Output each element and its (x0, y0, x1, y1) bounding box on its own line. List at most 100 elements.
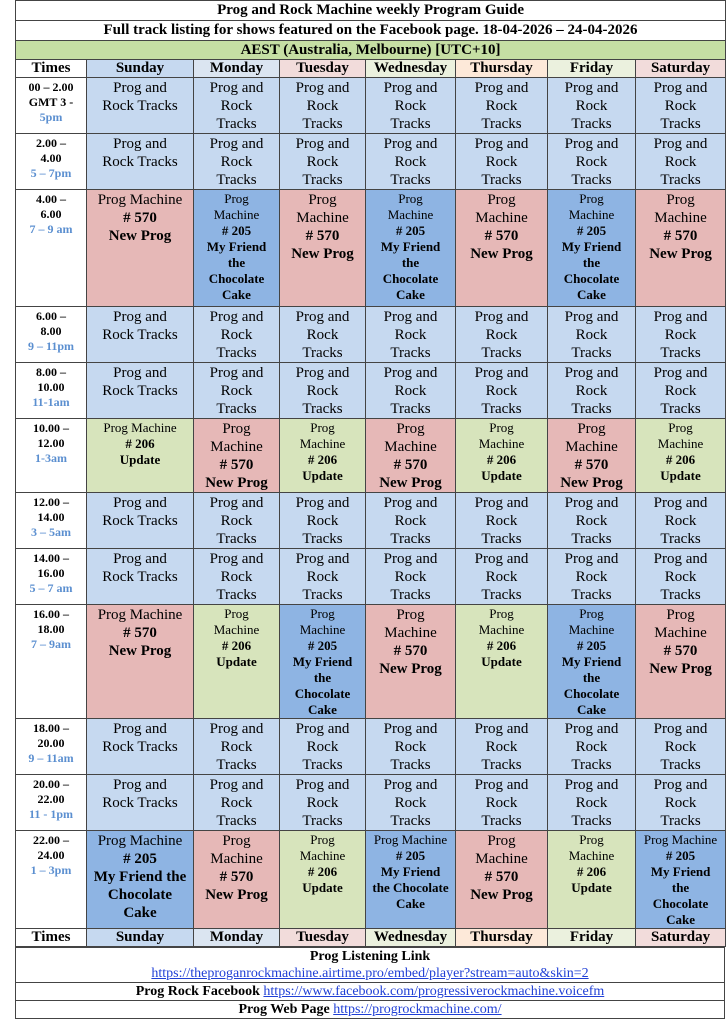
show-text-line: New Prog (205, 887, 268, 903)
show-text-line: Prog and (564, 551, 619, 567)
show-text-line: Tracks (216, 813, 257, 829)
show-text-line: Cake (308, 702, 337, 717)
show-text-line: Rock (306, 154, 339, 170)
show-text-line: Tracks (660, 813, 701, 829)
day-header-saturday: Saturday (634, 928, 726, 947)
show-text-line: Prog and (383, 80, 438, 96)
show-text-line: Rock (664, 327, 697, 343)
show-text-line: Chocolate (208, 271, 265, 286)
show-text-line: Rock (485, 569, 518, 585)
show-text-line: Prog (222, 833, 251, 849)
show-cell-wednesday: Prog Machine # 570 New Prog (365, 604, 456, 719)
show-text-line: # 570 (484, 228, 519, 244)
show-text-line: Machine (384, 439, 437, 455)
show-text-line: Prog and (113, 80, 167, 96)
time-slot-row: 00 – 2.00 GMT 3 -5pm Prog and Rock Tracks Pr… (15, 77, 726, 134)
show-text-line: Prog and (295, 495, 350, 511)
show-cell-wednesday: Prog and Rock Tracks (365, 492, 456, 549)
day-header-sunday: Sunday (86, 59, 194, 78)
show-text-line: Rock (485, 513, 518, 529)
show-text-line: Prog Machine (103, 420, 177, 435)
time-slot-label: 22.00 –24.00 1 – 3pm (15, 830, 87, 929)
show-text-line: Prog (668, 420, 693, 435)
show-text-line: Tracks (571, 587, 612, 603)
aest-time: 8.00 – (36, 365, 66, 379)
show-cell-friday: Prog and Rock Tracks (547, 77, 636, 134)
show-text-line: New Prog (205, 475, 268, 491)
web-link[interactable]: https://progrockmachine.com/ (333, 1002, 502, 1017)
show-text-line: Tracks (481, 172, 522, 188)
listening-link-label: Prog Listening Link (309, 949, 431, 964)
show-text-line: Tracks (216, 531, 257, 547)
aest-time: 2.00 – (36, 136, 66, 150)
show-text-line: Rock Tracks (102, 383, 178, 399)
aest-time: 6.00 – (36, 309, 66, 323)
show-text-line: Prog and (383, 777, 438, 793)
show-text-line: Prog (222, 421, 251, 437)
show-text-line: My Friend (292, 654, 353, 669)
show-text-line: Chocolate (294, 686, 351, 701)
show-cell-thursday: Prog and Rock Tracks (455, 77, 548, 134)
show-text-line: # 570 (484, 869, 519, 885)
show-text-line: Machine (478, 436, 525, 451)
show-cell-tuesday: Prog Machine # 206 Update (279, 830, 366, 929)
show-text-line: Rock (485, 795, 518, 811)
show-text-line: Tracks (571, 813, 612, 829)
show-text-line: Rock (394, 569, 427, 585)
show-cell-tuesday: Prog and Rock Tracks (279, 548, 366, 605)
show-text-line: Tracks (302, 813, 343, 829)
facebook-link[interactable]: https://www.facebook.com/progressiverock… (263, 984, 605, 999)
show-text-line: Machine (475, 210, 528, 226)
show-text-line: My Friend the (93, 869, 187, 885)
show-text-line: Tracks (302, 401, 343, 417)
show-text-line: Prog and (564, 721, 619, 737)
show-text-line: Machine (299, 848, 346, 863)
show-text-line: Prog and (209, 777, 264, 793)
show-text-line: the (401, 255, 420, 270)
show-text-line: Tracks (302, 757, 343, 773)
day-footer-row: Times Sunday Monday Tuesday Wednesday Thursda… (15, 928, 726, 947)
show-cell-monday: Prog and Rock Tracks (193, 774, 280, 831)
show-text-line: My Friend (380, 864, 441, 879)
show-cell-thursday: Prog and Rock Tracks (455, 306, 548, 363)
day-header-friday: Friday (547, 59, 636, 78)
show-text-line: # 205 (395, 848, 426, 863)
show-text-line: Prog and (653, 80, 708, 96)
show-text-line: Update (302, 468, 343, 483)
show-text-line: Tracks (571, 401, 612, 417)
show-text-line: Tracks (390, 345, 431, 361)
show-text-line: New Prog (108, 228, 172, 244)
show-cell-monday: Prog and Rock Tracks (193, 718, 280, 775)
show-text-line: Prog Machine (97, 607, 183, 623)
time-slot-row: 2.00 –4.00 5 – 7pm Prog and Rock Tracks Prog… (15, 133, 726, 190)
show-text-line: Prog and (564, 80, 619, 96)
show-text-line: Rock (394, 513, 427, 529)
show-text-line: the (227, 255, 246, 270)
aest-time: 20.00 (37, 736, 65, 750)
show-text-line: My Friend (650, 864, 711, 879)
listening-link[interactable]: https://theproganrockmachine.airtime.pro… (151, 966, 589, 981)
show-cell-monday: Prog Machine # 206 Update (193, 604, 280, 719)
show-text-line: Tracks (302, 345, 343, 361)
show-text-line: # 206 (307, 452, 338, 467)
local-time: 7 – 9am (31, 637, 71, 651)
show-cell-saturday: Prog and Rock Tracks (634, 133, 726, 190)
show-cell-sunday: Prog and Rock Tracks (86, 362, 194, 419)
show-text-line: My Friend (206, 239, 267, 254)
show-text-line: Tracks (660, 531, 701, 547)
show-cell-sunday: Prog and Rock Tracks (86, 774, 194, 831)
show-text-line: Machine (299, 436, 346, 451)
time-slot-label: 00 – 2.00 GMT 3 -5pm (15, 77, 87, 134)
local-time: 5 – 7 am (29, 581, 73, 595)
aest-time: 14.00 – (33, 551, 69, 565)
show-text-line: Rock (575, 327, 608, 343)
show-text-line: Tracks (390, 116, 431, 132)
show-text-line: Prog and (564, 309, 619, 325)
show-text-line: Rock (485, 383, 518, 399)
aest-time: 22.00 (37, 792, 65, 806)
time-slot-label: 10.00 –12.00 1-3am (15, 418, 87, 493)
show-text-line: Tracks (660, 345, 701, 361)
day-header-tuesday: Tuesday (279, 59, 366, 78)
schedule-table: Prog and Rock Machine weekly Program Gui… (14, 0, 726, 947)
show-cell-monday: Prog and Rock Tracks (193, 492, 280, 549)
